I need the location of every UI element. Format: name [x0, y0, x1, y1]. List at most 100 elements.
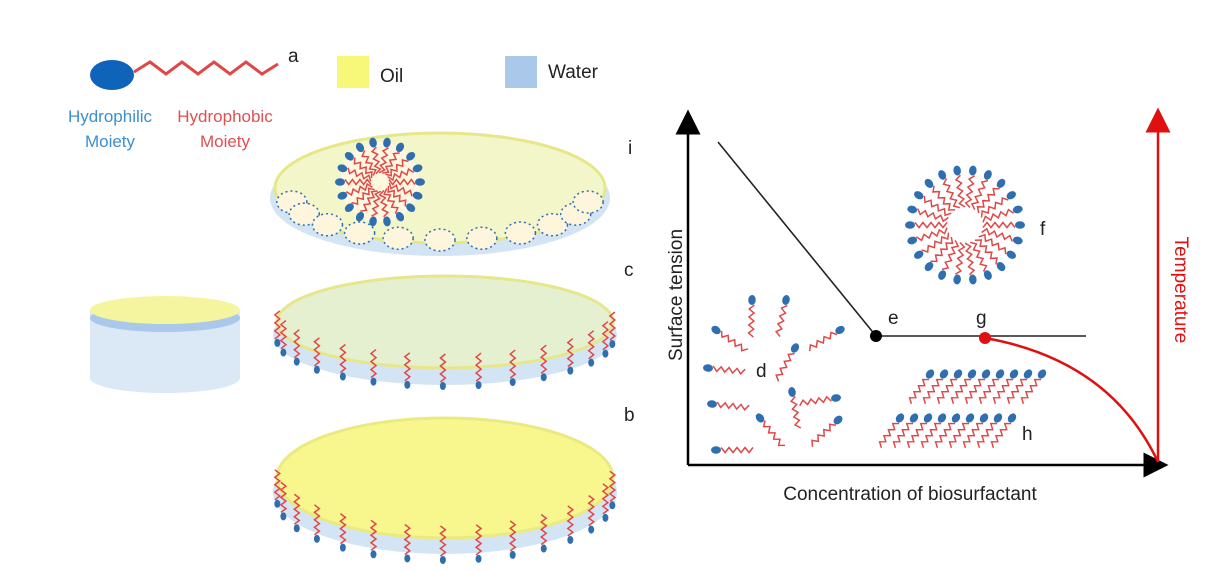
molecule-part	[908, 412, 920, 424]
molecule-part	[995, 177, 1007, 189]
molecule-part	[314, 535, 320, 543]
molecule-part	[955, 243, 964, 275]
molecule-part	[370, 550, 376, 558]
temperature-curve	[985, 338, 1158, 462]
molecule-part	[711, 446, 721, 454]
molecule-part	[908, 424, 928, 448]
stage-label: b	[624, 405, 635, 426]
molecule-part	[980, 368, 992, 380]
molecule-part	[602, 514, 608, 522]
molecule-part	[965, 243, 974, 275]
molecule-part	[791, 397, 801, 429]
y2-axis-label: Temperature	[1170, 237, 1191, 344]
molecule-part	[800, 397, 832, 406]
molecule-part	[956, 175, 965, 207]
molecule-part	[975, 240, 997, 264]
molecule-part	[812, 424, 836, 447]
hydrophobic-label: Hydrophobic	[177, 107, 273, 126]
molecule-part	[916, 228, 947, 241]
molecule-part	[703, 364, 714, 372]
molecule-part	[915, 223, 947, 228]
molecule-part	[1022, 368, 1034, 380]
stage-label: i	[628, 138, 632, 159]
dish-b	[277, 418, 613, 538]
molecule-part	[924, 368, 936, 380]
molecule-part	[340, 373, 346, 381]
molecule-part	[609, 501, 615, 509]
molecule-part	[314, 366, 320, 374]
molecule-part	[510, 551, 516, 559]
molecule-part	[936, 412, 948, 424]
molecule-part	[1022, 380, 1042, 404]
molecule-part	[924, 196, 951, 215]
molecule-part	[910, 380, 930, 404]
point-label: e	[888, 308, 899, 329]
molecule-part	[942, 240, 958, 269]
x-axis-label: Concentration of biosurfactant	[783, 484, 1037, 505]
molecule-part	[710, 324, 722, 336]
point-label: g	[976, 308, 987, 329]
tension-curve	[718, 142, 1086, 336]
molecule-part	[567, 536, 573, 544]
molecule-part	[707, 400, 718, 408]
molecule-part	[937, 269, 948, 281]
molecule-part	[950, 424, 970, 448]
molecule-part	[978, 424, 998, 448]
molecule-part	[781, 294, 791, 305]
molecule-part	[588, 359, 594, 367]
molecule-part	[966, 368, 978, 380]
molecule-part	[938, 368, 950, 380]
molecule-part	[1015, 221, 1025, 229]
molecule-part	[776, 305, 787, 336]
molecule-part	[280, 349, 286, 357]
molecule-part	[923, 260, 935, 272]
molecule-part	[1006, 412, 1018, 424]
molecule-part	[980, 380, 1000, 404]
molecule-part	[476, 381, 482, 389]
molecule-part	[722, 331, 748, 351]
molecule-part	[992, 424, 1012, 448]
molecule-part	[1005, 249, 1017, 261]
molecule-part	[1008, 368, 1020, 380]
molecule-part	[922, 412, 934, 424]
oil-layer	[90, 296, 240, 324]
molecule-part	[994, 380, 1014, 404]
hydrophilic-label: Moiety	[85, 132, 136, 151]
hydrophilic-label: Hydrophilic	[68, 107, 153, 126]
molecule-part	[953, 274, 962, 285]
molecule-part	[340, 544, 346, 552]
molecule-part	[383, 227, 413, 249]
molecule-part	[905, 221, 915, 229]
molecule-part	[1008, 380, 1028, 404]
molecule-part	[982, 229, 1013, 242]
molecule-part	[749, 305, 755, 337]
molecule-part	[906, 204, 918, 214]
water-label: Water	[548, 62, 599, 83]
molecule-part	[510, 378, 516, 386]
molecule-part	[952, 368, 964, 380]
molecule-part	[964, 424, 984, 448]
molecule-part	[964, 412, 976, 424]
point-label: d	[756, 361, 767, 382]
molecule-part	[274, 500, 280, 508]
molecule-part	[933, 186, 955, 210]
molecule-part	[953, 165, 962, 176]
molecule-part	[831, 394, 842, 403]
molecule-part	[810, 333, 837, 352]
molecule-part	[721, 448, 753, 453]
molecule-part	[968, 165, 977, 176]
tail-icon	[134, 62, 278, 74]
hydrophobic-label: Moiety	[200, 132, 251, 151]
molecule-part	[467, 227, 497, 249]
water-swatch	[505, 56, 537, 88]
molecule-part	[894, 412, 906, 424]
molecule-part	[476, 555, 482, 563]
oil-label: Oil	[380, 66, 403, 87]
molecule-part	[717, 402, 749, 410]
molecule-part	[922, 424, 942, 448]
stage-label: c	[624, 260, 634, 281]
molecule-part	[983, 223, 1015, 228]
head-icon	[90, 60, 134, 90]
molecule-part	[789, 342, 801, 354]
molecule-part	[992, 412, 1004, 424]
